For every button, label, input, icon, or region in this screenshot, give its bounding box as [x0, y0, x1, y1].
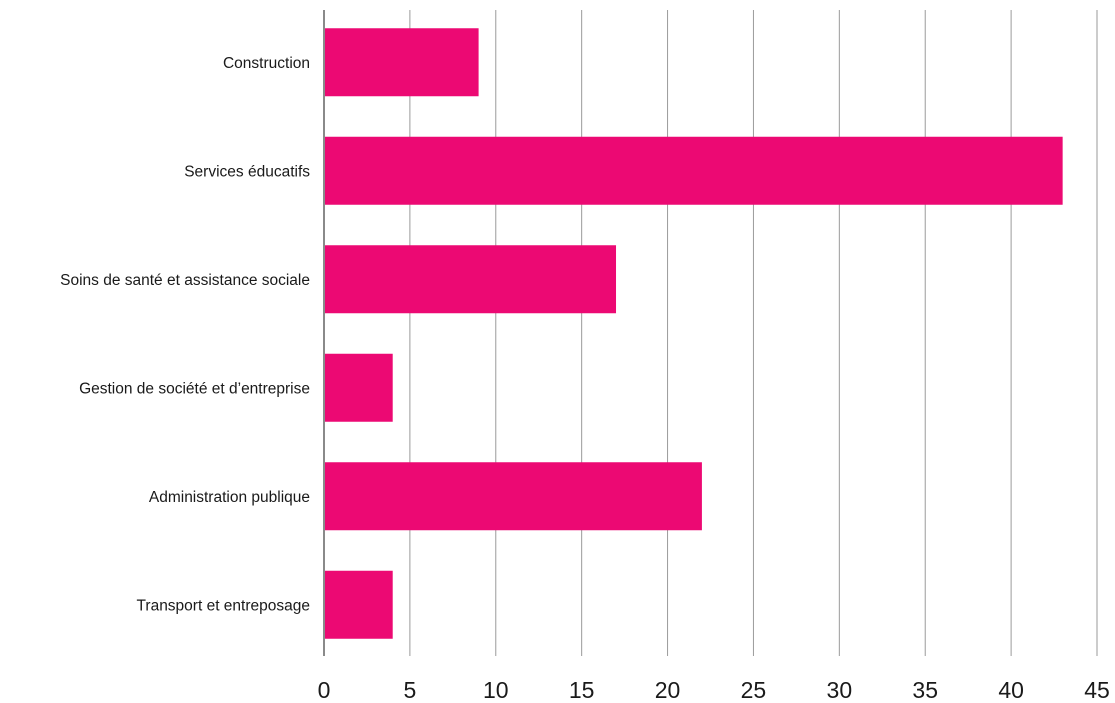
bar-4	[324, 353, 393, 422]
bar-3	[324, 245, 617, 314]
category-label: Soins de santé et assistance sociale	[60, 272, 310, 289]
category-label: Services éducatifs	[184, 163, 310, 180]
x-tick-label: 25	[741, 677, 767, 703]
category-label: Administration publique	[149, 489, 310, 506]
category-labels: Construction Services éducatifs Soins de s…	[60, 55, 310, 615]
grid-lines	[409, 10, 1098, 656]
bar-2	[324, 136, 1063, 205]
category-label: Construction	[223, 55, 310, 72]
x-tick-label: 20	[655, 677, 681, 703]
x-tick-label: 45	[1084, 677, 1110, 703]
bar-1	[324, 28, 479, 97]
x-tick-label: 30	[827, 677, 853, 703]
x-tick-label: 15	[569, 677, 595, 703]
bars	[324, 28, 1063, 639]
x-tick-label: 0	[318, 677, 331, 703]
x-tick-labels: 0 5 10 15 20 25 30 35 40 45	[318, 677, 1110, 703]
bar-6	[324, 570, 393, 639]
category-label: Transport et entreposage	[137, 597, 310, 614]
bar-5	[324, 462, 702, 531]
x-tick-label: 40	[998, 677, 1024, 703]
x-tick-label: 5	[403, 677, 416, 703]
category-label: Gestion de société et d’entreprise	[79, 380, 310, 397]
x-tick-label: 10	[483, 677, 509, 703]
x-tick-label: 35	[912, 677, 938, 703]
